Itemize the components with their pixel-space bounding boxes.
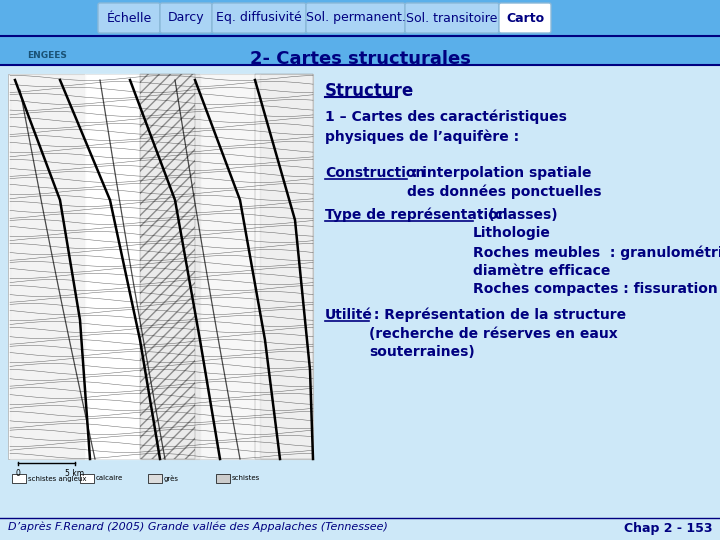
- FancyBboxPatch shape: [499, 3, 551, 33]
- Bar: [80, 474, 94, 483]
- FancyBboxPatch shape: [0, 66, 720, 540]
- Bar: [140, 74, 195, 459]
- Text: calcaire: calcaire: [96, 476, 123, 482]
- Text: schistes: schistes: [232, 476, 260, 482]
- Text: Darcy: Darcy: [168, 11, 204, 24]
- FancyBboxPatch shape: [98, 3, 160, 33]
- FancyBboxPatch shape: [212, 3, 306, 33]
- Text: Utilité: Utilité: [325, 308, 373, 322]
- Polygon shape: [140, 74, 200, 459]
- Polygon shape: [85, 74, 140, 459]
- Text: Structure: Structure: [325, 82, 414, 100]
- Text: 0: 0: [16, 469, 20, 478]
- Text: : interpolation spatiale
des données ponctuelles: : interpolation spatiale des données pon…: [407, 166, 601, 199]
- Bar: [8, 74, 313, 459]
- Text: ENGEES: ENGEES: [27, 51, 67, 60]
- Polygon shape: [260, 74, 313, 459]
- Text: Type de représentation: Type de représentation: [325, 208, 508, 222]
- Bar: [148, 474, 162, 483]
- Text: Sol. transitoire: Sol. transitoire: [406, 11, 498, 24]
- FancyBboxPatch shape: [160, 3, 212, 33]
- FancyBboxPatch shape: [405, 3, 499, 33]
- Text: Chap 2 - 153: Chap 2 - 153: [624, 522, 712, 535]
- Text: D’après F.Renard (2005) Grande vallée des Appalaches (Tennessee): D’après F.Renard (2005) Grande vallée de…: [8, 522, 388, 532]
- Bar: [216, 474, 230, 483]
- Text: Eq. diffusivité: Eq. diffusivité: [216, 11, 302, 24]
- FancyBboxPatch shape: [306, 3, 405, 33]
- Bar: [255, 74, 313, 459]
- Text: Échelle: Échelle: [107, 11, 152, 24]
- Text: : (classes)
Lithologie
Roches meubles  : granulométrie +
diamètre efficace
Roche: : (classes) Lithologie Roches meubles : …: [473, 208, 720, 296]
- Text: schistes angleux: schistes angleux: [28, 476, 86, 482]
- Text: grès: grès: [164, 475, 179, 482]
- Text: 5 km: 5 km: [66, 469, 84, 478]
- Text: 2- Cartes structurales: 2- Cartes structurales: [250, 50, 470, 68]
- Text: Construction: Construction: [325, 166, 426, 180]
- Text: 1 – Cartes des caractéristiques
physiques de l’aquifère :: 1 – Cartes des caractéristiques physique…: [325, 110, 567, 144]
- Text: Carto: Carto: [506, 11, 544, 24]
- Text: Sol. permanent.: Sol. permanent.: [305, 11, 405, 24]
- Bar: [12, 474, 26, 483]
- Polygon shape: [10, 74, 85, 459]
- Text: : Représentation de la structure
(recherche de réserves en eaux
souterraines): : Représentation de la structure (recher…: [369, 308, 626, 359]
- Polygon shape: [200, 74, 260, 459]
